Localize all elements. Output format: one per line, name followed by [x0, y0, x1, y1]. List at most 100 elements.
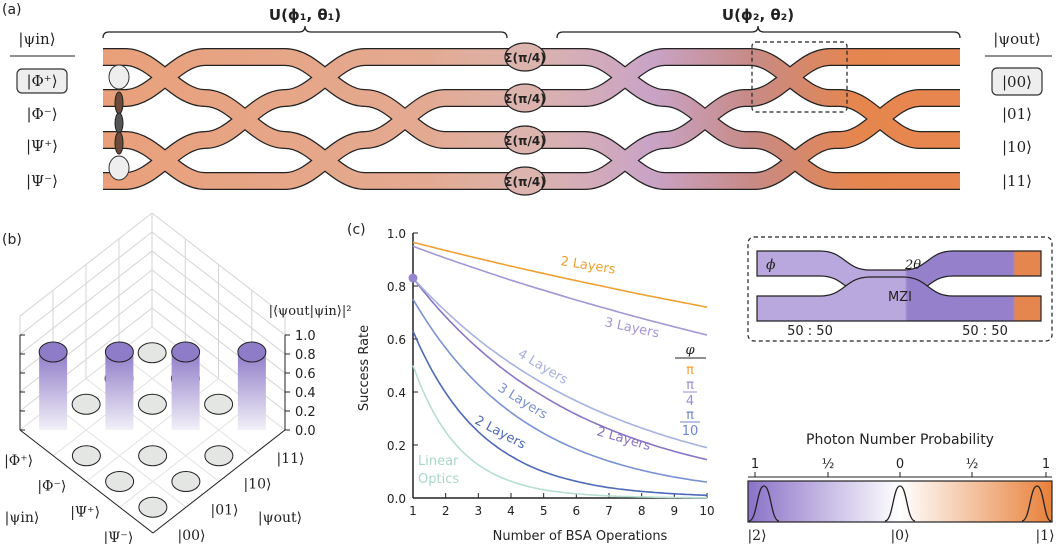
x-tick-label: 1 [409, 504, 417, 518]
sigma-label: Σ(π/4) [504, 175, 545, 189]
x-tick-label: 2 [442, 504, 450, 518]
waveguide [124, 49, 206, 106]
series-line [412, 298, 708, 483]
colorbar-tick: ½ [966, 457, 979, 472]
bar-top [237, 341, 267, 363]
bar-cylinder [171, 352, 200, 430]
bar-zero-disc [171, 471, 201, 492]
unitary-2-label: U(ϕ₂, θ₂) [722, 6, 794, 24]
out-state-label: |10⟩ [244, 477, 272, 493]
colorbar-tick: 1 [751, 457, 759, 472]
state-zero: |0⟩ [890, 528, 909, 544]
waveguide [124, 132, 206, 189]
fock-0-peak-icon [884, 485, 916, 522]
fock-1-peak-icon [1021, 485, 1052, 522]
panel-label-a: (a) [2, 2, 22, 18]
legend-entry-pi4-den: 4 [686, 394, 694, 409]
fock-2-peak-icon [748, 485, 780, 522]
mzi-phi-label: ϕ [766, 257, 776, 273]
x-tick-label: 3 [475, 504, 483, 518]
colorbar-tick: 0 [896, 457, 904, 472]
sigma-element [504, 166, 546, 196]
input-state: |Φ⁻⟩ [26, 105, 57, 123]
curve-label: 3 Layers [495, 381, 550, 423]
z-tick-label: 0.0 [295, 424, 316, 439]
bar-cylinder [39, 352, 68, 430]
input-header: |ψin⟩ [18, 30, 55, 48]
bar-zero-disc [138, 445, 168, 467]
mzi-inset: ϕ 2θ MZI 50 : 50 50 : 50 [747, 236, 1053, 342]
waveguide [584, 132, 666, 189]
y-tick-label: 0.0 [387, 492, 406, 506]
legend-entry-pi10-den: 10 [682, 424, 699, 439]
series-line [412, 245, 708, 336]
z-axis-label: |⟨ψout|ψin⟩|² [269, 304, 352, 319]
start-point-marker [408, 273, 418, 283]
in-state-label: |Ψ⁻⟩ [103, 530, 133, 544]
photon-number-colorbar: Photon Number Probability 1 ½ 0 ½ 1 |2⟩ … [747, 432, 1055, 544]
chart-ylabel: Success Rate [357, 325, 372, 411]
brace-2 [556, 25, 961, 39]
state-one: |1⟩ [1035, 528, 1054, 544]
panel-a: U(ϕ₁, θ₁) U(ϕ₂, θ₂) |ψin⟩ |Φ⁺⟩ |Φ⁻⟩ |Ψ⁺⟩… [10, 6, 1052, 196]
sigma-label: Σ(π/4) [504, 92, 545, 106]
x-tick-label: 9 [671, 504, 679, 518]
sigma-elements: Σ(π/4) Σ(π/4) Σ(π/4) Σ(π/4) [504, 42, 546, 196]
legend-entry-pi4-num: π [686, 378, 694, 393]
waveguide [664, 90, 746, 148]
bar-zero-disc [204, 393, 234, 415]
sigma-label: Σ(π/4) [504, 51, 545, 65]
mzi-theta-label: 2θ [904, 258, 921, 273]
legend-title: φ [685, 343, 695, 358]
x-tick-label: 7 [605, 504, 613, 518]
out-state-label: |11⟩ [277, 451, 305, 467]
x-tick-label: 8 [638, 504, 646, 518]
colorbar-tick: ½ [822, 457, 835, 472]
z-tick-label: 1.0 [295, 329, 316, 344]
waveguide [584, 49, 666, 106]
mzi-label: MZI [888, 290, 912, 305]
splitter-1-label: 50 : 50 [787, 324, 833, 339]
curve-label: Linear [418, 454, 459, 469]
waveguide [749, 49, 831, 106]
y-tick-label: 0.2 [387, 439, 406, 453]
in-state-label: |Φ⁺⟩ [4, 453, 33, 469]
x-axis-label: |ψin⟩ [5, 510, 40, 526]
bar-zero-disc [137, 393, 167, 415]
output-state: |10⟩ [1002, 138, 1032, 156]
x-tick-label: 10 [699, 504, 714, 518]
out-state-label: |00⟩ [178, 528, 206, 544]
series-line [412, 330, 708, 497]
success-rate-chart: 1 2 3 4 5 6 7 8 9 10 0.0 0.2 0.4 0.6 0.8 1.0 [387, 227, 715, 518]
series-line [412, 277, 708, 461]
sigma-element [504, 125, 546, 155]
input-state: |Ψ⁻⟩ [26, 172, 58, 190]
unitary-1-label: U(ϕ₁, θ₁) [269, 6, 341, 24]
series-line [412, 365, 707, 499]
panel-label-b: (b) [2, 232, 22, 248]
z-tick-label: 0.8 [295, 348, 316, 363]
waveguide [284, 132, 366, 189]
panel-b-3d-bar-plot: 0.0 0.2 0.4 0.6 0.8 1.0 |Φ⁺⟩|Φ⁻⟩|Ψ⁺⟩|Ψ⁻⟩ |00⟩ |0… [4, 212, 316, 544]
selected-input-box [16, 68, 68, 94]
bar-top [38, 341, 68, 363]
legend-entry-pi: π [686, 363, 694, 378]
series-line [412, 241, 708, 308]
bar-zero-disc [137, 342, 167, 364]
state-two: |2⟩ [747, 528, 766, 544]
waveguide [754, 132, 836, 189]
selected-output-box [991, 67, 1043, 96]
x-tick-label: 4 [507, 504, 515, 518]
panel-label-c: (c) [347, 222, 366, 238]
output-header: |ψout⟩ [993, 30, 1040, 48]
input-state: |Ψ⁺⟩ [26, 137, 58, 155]
bar-zero-disc [105, 471, 135, 492]
bar-top [171, 341, 201, 363]
sigma-element [504, 42, 546, 72]
waveguide [839, 90, 921, 148]
out-axis [152, 429, 286, 534]
curve-label: Optics [418, 472, 459, 487]
bar-zero-disc [71, 393, 101, 415]
curve-label: 4 Layers [515, 347, 570, 389]
bar-top [104, 341, 134, 363]
